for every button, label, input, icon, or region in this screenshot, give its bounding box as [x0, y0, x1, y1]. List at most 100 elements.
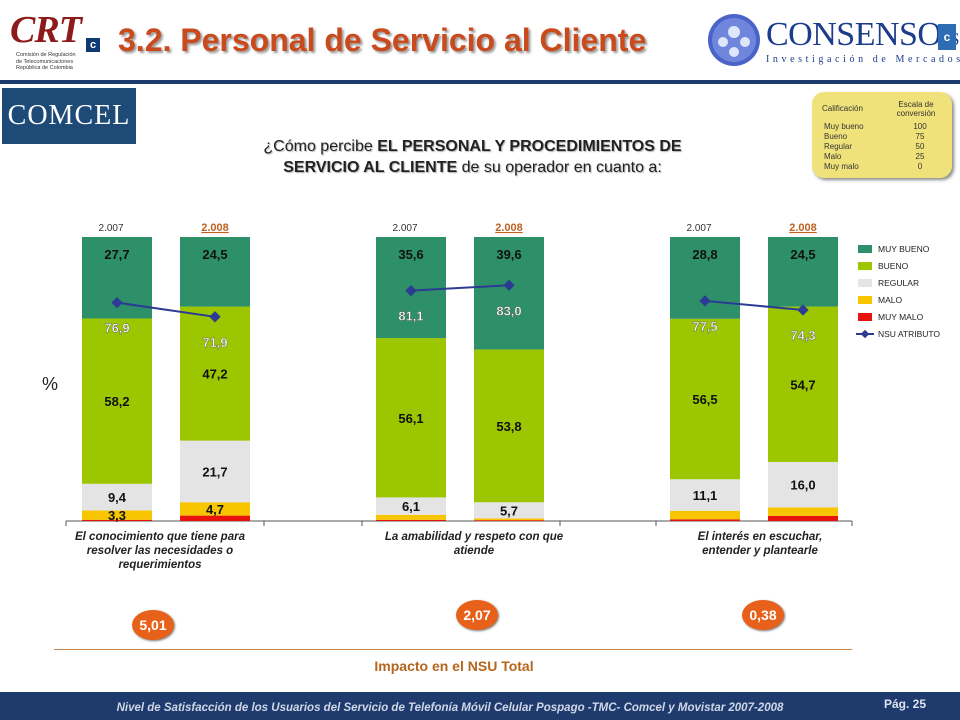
data-label: 24,5 [202, 247, 227, 262]
bar-segment [474, 349, 544, 503]
footer-bar [0, 692, 960, 720]
bar-segment [180, 237, 250, 307]
bar-segment [376, 497, 446, 515]
consenso-logo-badge: c [938, 24, 956, 50]
data-label: 28,8 [692, 247, 717, 262]
data-label: 9,4 [108, 490, 127, 505]
impact-value-badge: 0,38 [742, 600, 784, 630]
crt-logo-badge: c [86, 38, 100, 52]
category-label: El conocimiento que tiene para resolver … [75, 531, 245, 571]
conversion-header-right: Escala de conversión [896, 100, 936, 118]
bar-segment [82, 483, 152, 511]
legend-line-marker [860, 329, 870, 339]
nsu-label: 77,5 [692, 319, 717, 334]
question-strong-1: EL PERSONAL Y PROCEDIMIENTOS DE [377, 138, 682, 155]
data-label: 47,2 [202, 367, 227, 382]
year-label: 2.007 [98, 223, 123, 234]
bar-segment [82, 510, 152, 520]
bar-segment [474, 502, 544, 519]
nsu-point [209, 311, 221, 323]
data-label: 5,7 [500, 503, 518, 518]
nsu-point [503, 279, 515, 291]
crt-logo: CRT c Comisión de Regulación de Telecomu… [6, 8, 100, 80]
bar-segment [768, 306, 838, 462]
legend-swatch [858, 313, 872, 321]
question-prefix: ¿Cómo percibe [263, 138, 378, 155]
category-label: La amabilidad y respeto con que atiende [384, 531, 564, 557]
bar-segment [474, 237, 544, 350]
legend-label: MUY MALO [878, 312, 924, 322]
bar-segment [670, 519, 740, 521]
bar-segment [768, 515, 838, 521]
bar-segment [180, 306, 250, 441]
legend-swatch [858, 296, 872, 304]
year-label: 2.008 [201, 222, 229, 234]
conversion-row: Muy malo 0 [824, 162, 923, 171]
nsu-line [704, 299, 804, 311]
bar-segment [376, 519, 446, 521]
bar-segment [768, 507, 838, 516]
data-label: 54,7 [790, 377, 815, 392]
bar-segment [474, 518, 544, 521]
legend-swatch [858, 245, 872, 253]
consenso-logo-name: CONSENSO S.A. [766, 16, 960, 53]
impact-value-badge: 2,07 [456, 600, 498, 630]
nsu-label: 81,1 [398, 309, 423, 324]
category-label: El interés en escuchar, entender y plant… [697, 531, 823, 557]
bar-segment [180, 502, 250, 516]
data-label: 58,2 [104, 394, 129, 409]
data-label: 56,5 [692, 392, 717, 407]
nsu-point [699, 295, 711, 307]
year-label: 2.007 [392, 223, 417, 234]
legend-label: MALO [878, 295, 902, 305]
conversion-table: Calificación Escala de conversión Muy bu… [812, 92, 952, 178]
stacked-bar-chart: 3,3 9,4 58,2 27,7 2.007 76,9 4,7 21,7 47,2 24,5 2.… [65, 222, 940, 526]
comcel-logo: COMCEL [2, 88, 136, 144]
year-label: 2.007 [686, 223, 711, 234]
bar-segment [670, 318, 740, 480]
footer-text: Nivel de Satisfacción de los Usuarios de… [116, 702, 784, 714]
nsu-label: 71,9 [202, 335, 227, 350]
nsu-point [405, 285, 417, 297]
impact-title: Impacto en el NSU Total [374, 658, 534, 674]
bar-segment [670, 510, 740, 520]
conversion-row: Regular 50 [824, 142, 925, 151]
bar-segment [180, 440, 250, 503]
data-label: 53,8 [496, 419, 521, 434]
impact-divider [54, 649, 852, 650]
data-label: 24,5 [790, 247, 815, 262]
data-label: 6,1 [402, 499, 420, 514]
data-label: 56,1 [398, 411, 423, 426]
bar-segment [82, 519, 152, 521]
data-label: 39,6 [496, 247, 521, 262]
conversion-row: Malo 25 [824, 152, 925, 161]
nsu-line [410, 284, 510, 292]
conversion-header-left: Calificación [822, 104, 863, 113]
data-label: 16,0 [790, 478, 815, 493]
nsu-point [797, 304, 809, 316]
data-label: 3,3 [108, 508, 126, 523]
legend-label: REGULAR [878, 278, 919, 288]
bar-segment [180, 515, 250, 521]
nsu-label: 74,3 [790, 328, 815, 343]
legend-label: MUY BUENO [878, 244, 930, 254]
data-label: 11,1 [693, 488, 718, 503]
axis-unit-label: % [42, 374, 59, 394]
bar-segment [670, 479, 740, 511]
question-text: ¿Cómo percibe EL PERSONAL Y PROCEDIMIENT… [200, 136, 745, 178]
year-label: 2.008 [789, 222, 817, 234]
conversion-row: Bueno 75 [824, 132, 925, 141]
consenso-logo: CONSENSO S.A. Investigación de Mercados … [706, 12, 960, 76]
legend-swatch [858, 262, 872, 270]
legend-label: BUENO [878, 261, 909, 271]
header-divider [0, 80, 960, 84]
question-strong-2: SERVICIO AL CLIENTE [283, 159, 458, 176]
data-label: 4,7 [206, 502, 224, 517]
nsu-label: 76,9 [104, 321, 129, 336]
page-number: Pág. 25 [884, 697, 927, 711]
crt-logo-subtitle: Comisión de Regulación de Telecomunicaci… [16, 52, 76, 71]
bar-segment [768, 461, 838, 508]
legend-label: NSU ATRIBUTO [878, 329, 940, 339]
conversion-row: Muy bueno 100 [824, 122, 927, 131]
bar-segment [376, 514, 446, 520]
